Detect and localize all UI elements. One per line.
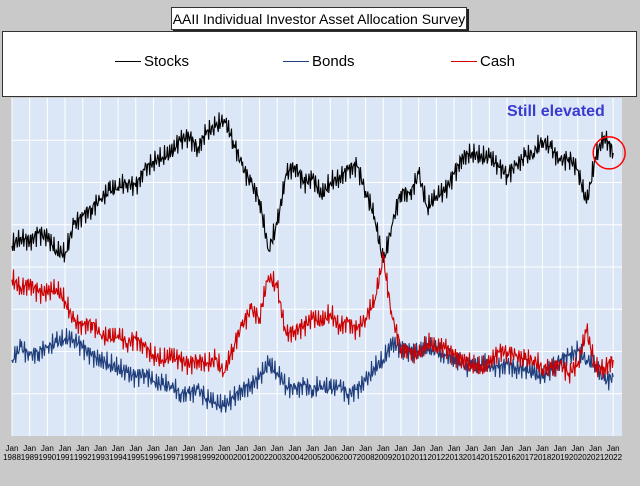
x-tick-label-top-1998: Jan: [182, 444, 195, 453]
legend-item-stocks: Stocks: [115, 51, 189, 71]
x-tick-label-bottom-2021: 2021: [587, 453, 605, 462]
x-tick-label-bottom-1994: 1994: [109, 453, 127, 462]
x-tick-label-top-1994: Jan: [112, 444, 125, 453]
legend-label-bonds: Bonds: [312, 52, 355, 70]
x-tick-label-bottom-2007: 2007: [339, 453, 357, 462]
x-tick-label-bottom-2001: 2001: [233, 453, 251, 462]
x-tick-label-top-2018: Jan: [536, 444, 549, 453]
x-tick-label-bottom-1990: 1990: [38, 453, 56, 462]
x-tick-label-bottom-2008: 2008: [357, 453, 375, 462]
chart-title: AAII Individual Investor Asset Allocatio…: [171, 7, 467, 30]
x-tick-label-bottom-2005: 2005: [304, 453, 322, 462]
x-tick-label-top-1989: Jan: [23, 444, 36, 453]
annotation-still-elevated: Still elevated: [507, 103, 605, 120]
x-tick-label-top-1993: Jan: [94, 444, 107, 453]
x-tick-label-top-1988: Jan: [6, 444, 19, 453]
x-tick-label-bottom-2002: 2002: [251, 453, 269, 462]
x-tick-label-bottom-2010: 2010: [392, 453, 410, 462]
x-tick-label-bottom-2006: 2006: [321, 453, 339, 462]
x-tick-label-bottom-1996: 1996: [145, 453, 163, 462]
x-tick-label-bottom-2011: 2011: [410, 453, 428, 462]
x-tick-label-bottom-2013: 2013: [445, 453, 463, 462]
x-tick-label-top-1992: Jan: [76, 444, 89, 453]
x-tick-label-top-2003: Jan: [271, 444, 284, 453]
x-tick-label-top-2000: Jan: [218, 444, 231, 453]
legend-label-cash: Cash: [480, 52, 516, 70]
x-tick-label-bottom-2022: 2022: [604, 453, 622, 462]
x-tick-label-top-2016: Jan: [501, 444, 514, 453]
x-tick-label-top-1996: Jan: [147, 444, 160, 453]
legend-label-stocks: Stocks: [144, 52, 190, 70]
x-tick-label-bottom-1997: 1997: [162, 453, 180, 462]
x-tick-label-top-2005: Jan: [306, 444, 319, 453]
x-tick-label-bottom-1998: 1998: [180, 453, 198, 462]
x-tick-label-bottom-1992: 1992: [74, 453, 92, 462]
x-tick-label-bottom-2017: 2017: [516, 453, 534, 462]
x-tick-label-top-2013: Jan: [448, 444, 461, 453]
x-tick-label-bottom-2016: 2016: [498, 453, 516, 462]
x-tick-label-bottom-2014: 2014: [463, 453, 481, 462]
chart-title-text: AAII Individual Investor Asset Allocatio…: [172, 10, 466, 27]
x-tick-label-top-1997: Jan: [165, 444, 178, 453]
x-tick-label-top-2002: Jan: [253, 444, 266, 453]
x-tick-label-bottom-2012: 2012: [427, 453, 445, 462]
x-tick-label-top-2001: Jan: [235, 444, 248, 453]
x-tick-label-top-2011: Jan: [412, 444, 425, 453]
legend-swatch-bonds: [283, 60, 309, 62]
x-tick-label-top-2015: Jan: [483, 444, 496, 453]
x-tick-label-top-1990: Jan: [41, 444, 54, 453]
highlight-circle: [592, 136, 626, 170]
x-tick-label-top-2010: Jan: [395, 444, 408, 453]
legend: Stocks Bonds Cash: [2, 31, 637, 97]
x-tick-label-top-2012: Jan: [430, 444, 443, 453]
x-tick-label-top-2017: Jan: [518, 444, 531, 453]
x-tick-label-bottom-1989: 1989: [21, 453, 39, 462]
x-tick-label-top-2014: Jan: [465, 444, 478, 453]
legend-item-cash: Cash: [451, 51, 515, 71]
x-tick-label-bottom-1995: 1995: [127, 453, 145, 462]
series-line-cash: [11, 251, 614, 384]
x-tick-label-top-2019: Jan: [554, 444, 567, 453]
x-tick-label-bottom-2009: 2009: [374, 453, 392, 462]
x-tick-label-top-2008: Jan: [359, 444, 372, 453]
legend-swatch-stocks: [115, 60, 141, 62]
x-tick-label-top-2004: Jan: [288, 444, 301, 453]
x-tick-label-bottom-2003: 2003: [268, 453, 286, 462]
x-tick-label-bottom-1988: 1988: [3, 453, 21, 462]
x-tick-label-bottom-2004: 2004: [286, 453, 304, 462]
x-tick-label-bottom-2020: 2020: [569, 453, 587, 462]
x-tick-label-top-2007: Jan: [341, 444, 354, 453]
x-tick-label-top-1991: Jan: [59, 444, 72, 453]
x-tick-label-bottom-2019: 2019: [551, 453, 569, 462]
x-tick-label-top-1999: Jan: [200, 444, 213, 453]
x-tick-label-top-2006: Jan: [324, 444, 337, 453]
legend-item-bonds: Bonds: [283, 51, 355, 71]
x-tick-label-top-2009: Jan: [377, 444, 390, 453]
x-tick-label-bottom-1993: 1993: [92, 453, 110, 462]
x-tick-label-bottom-2015: 2015: [480, 453, 498, 462]
x-tick-label-bottom-2018: 2018: [534, 453, 552, 462]
series-line-stocks: [11, 112, 614, 263]
legend-swatch-cash: [451, 60, 477, 62]
x-tick-label-top-2020: Jan: [571, 444, 584, 453]
series-line-bonds: [11, 328, 614, 413]
x-tick-label-top-1995: Jan: [129, 444, 142, 453]
x-tick-label-top-2022: Jan: [607, 444, 620, 453]
x-tick-label-bottom-2000: 2000: [215, 453, 233, 462]
x-tick-label-bottom-1991: 1991: [56, 453, 74, 462]
x-tick-label-bottom-1999: 1999: [198, 453, 216, 462]
x-tick-label-top-2021: Jan: [589, 444, 602, 453]
